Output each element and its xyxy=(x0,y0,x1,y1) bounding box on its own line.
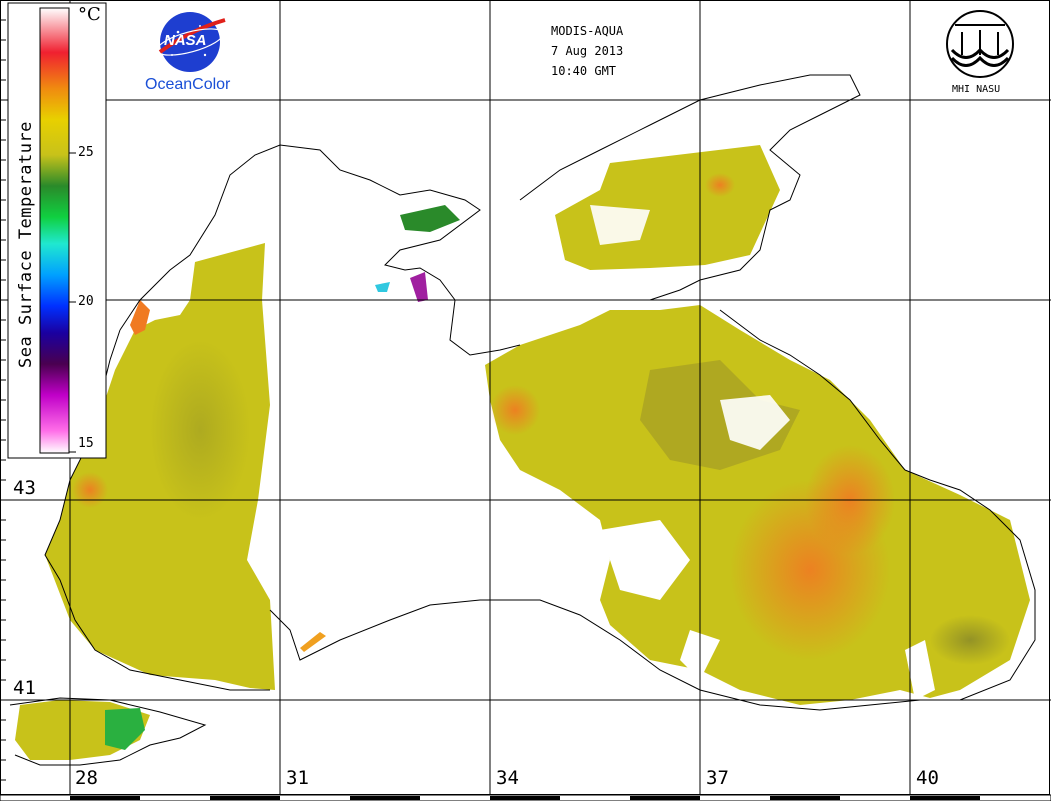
marmara-cool-patch xyxy=(105,708,145,750)
bottom-scale-segments xyxy=(70,796,980,800)
warm-anomaly-coast xyxy=(490,385,540,435)
longitude-label: 28 xyxy=(73,767,100,789)
longitude-label: 34 xyxy=(494,767,521,789)
cloud-patch xyxy=(905,640,935,700)
nasa-wordmark: NASA xyxy=(164,32,207,49)
longitude-label: 40 xyxy=(914,767,941,789)
coastline-east xyxy=(719,309,906,471)
nasa-logo xyxy=(156,12,226,72)
mhi-nasu-logo xyxy=(946,10,1014,78)
colorbar-unit: °C xyxy=(78,4,101,25)
time-label: 10:40 GMT xyxy=(551,64,617,78)
crimea-cyan-patch xyxy=(375,282,390,292)
cool-anomaly-west xyxy=(150,340,250,520)
latitude-label: 41 xyxy=(11,677,38,699)
azov-sea-sst xyxy=(555,145,780,270)
colorbar-tick-label: 25 xyxy=(78,145,94,160)
warm-anomaly-west xyxy=(72,472,108,508)
crimea-purple-patch xyxy=(410,272,428,302)
crimea-green-patch xyxy=(400,205,460,232)
colorbar xyxy=(39,7,70,454)
colorbar-tick-label: 15 xyxy=(78,436,94,451)
sensor-label: MODIS-AQUA xyxy=(551,24,624,38)
latitude-label: 43 xyxy=(11,477,38,499)
date-label: 7 Aug 2013 xyxy=(551,44,624,58)
colorbar-tick-label: 20 xyxy=(78,294,94,309)
colorbar-ticks xyxy=(69,152,76,453)
coastline-azov xyxy=(519,74,861,301)
cool-anomaly-se xyxy=(930,615,1010,665)
coastline-north-west xyxy=(119,144,521,356)
longitude-label: 31 xyxy=(284,767,311,789)
colorbar-title: Sea Surface Temperature xyxy=(16,121,36,368)
oceancolor-label: OceanColor xyxy=(145,76,231,93)
cloud-patch xyxy=(590,205,650,245)
nw-lagoon-sst xyxy=(130,300,150,335)
narrow-warm-streak xyxy=(300,632,326,652)
cloud-patch xyxy=(600,520,690,600)
coastline-marmara xyxy=(9,697,207,766)
cloud-patch xyxy=(720,395,790,450)
coastline-south xyxy=(269,469,1036,711)
mhi-nasu-label: MHI NASU xyxy=(952,84,1001,95)
warm-anomaly-azov xyxy=(705,173,735,197)
longitude-label: 37 xyxy=(704,767,731,789)
left-scale-ticks xyxy=(0,19,6,781)
